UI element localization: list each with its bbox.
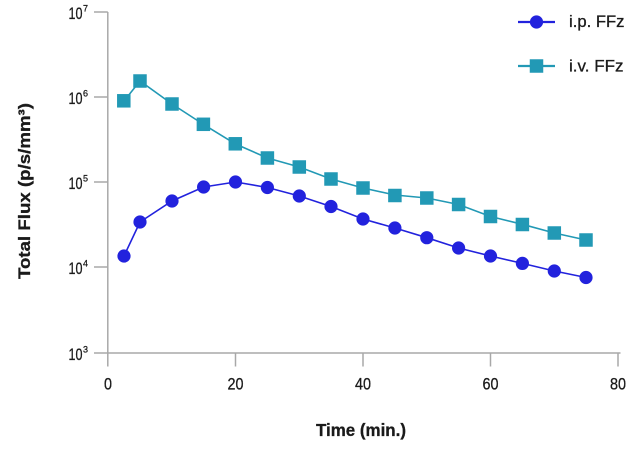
svg-text:i.p. FFz: i.p. FFz: [569, 12, 625, 31]
svg-text:10: 10: [69, 346, 83, 364]
svg-text:60: 60: [483, 376, 499, 394]
svg-text:6: 6: [83, 89, 88, 100]
svg-text:4: 4: [83, 259, 88, 270]
svg-text:80: 80: [610, 376, 626, 394]
svg-text:Total Flux (p/s/mm³): Total Flux (p/s/mm³): [15, 103, 34, 279]
svg-text:10: 10: [69, 5, 83, 23]
svg-text:Time (min.): Time (min.): [316, 420, 406, 440]
svg-text:10: 10: [69, 90, 83, 108]
svg-text:5: 5: [83, 174, 88, 185]
svg-text:0: 0: [104, 376, 112, 394]
svg-text:40: 40: [355, 376, 371, 394]
svg-text:20: 20: [228, 376, 244, 394]
svg-text:i.v. FFz: i.v. FFz: [569, 57, 624, 76]
svg-text:3: 3: [83, 345, 88, 356]
svg-text:10: 10: [69, 260, 83, 278]
svg-text:7: 7: [83, 4, 88, 15]
svg-text:10: 10: [69, 175, 83, 193]
